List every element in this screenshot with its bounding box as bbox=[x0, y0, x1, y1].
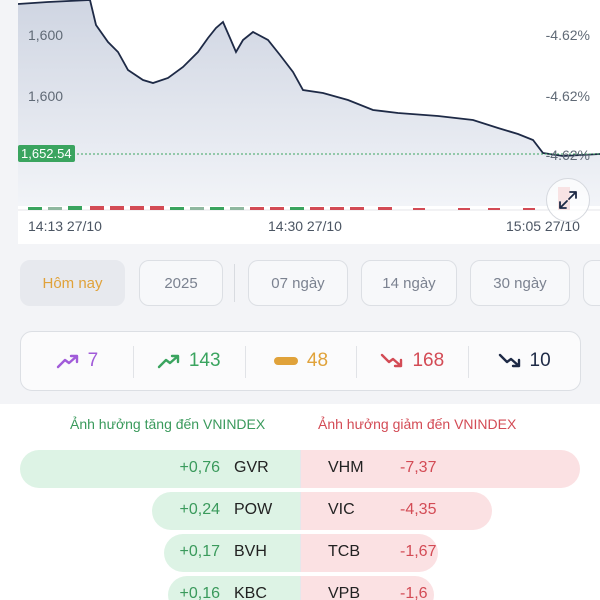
impact-divider bbox=[300, 492, 301, 530]
x-axis-label: 15:05 27/10 bbox=[506, 218, 580, 234]
impact-down-ticker: TCB bbox=[328, 543, 360, 560]
breadth-count: 168 bbox=[412, 350, 445, 371]
expand-arrows-icon bbox=[559, 191, 577, 209]
impact-row[interactable]: +0,76 GVR VHM -7,37 bbox=[20, 450, 582, 488]
impact-up-ticker: GVR bbox=[234, 459, 269, 476]
impact-down-value: -4,35 bbox=[400, 501, 437, 518]
impact-row[interactable]: +0,24 POW VIC -4,35 bbox=[20, 492, 582, 530]
impact-down-bar bbox=[300, 450, 580, 488]
up-arrow-icon bbox=[157, 354, 180, 369]
y-axis-label-right: -4.62% bbox=[545, 27, 590, 43]
impact-up-bar bbox=[20, 450, 300, 488]
breadth-count: 48 bbox=[306, 350, 329, 371]
index-chart[interactable]: 1,600 1,600 -4.62% -4.62% -4.62% 1,652.5… bbox=[18, 0, 600, 244]
unchanged-bar-icon bbox=[273, 357, 298, 365]
impact-up-ticker: KBC bbox=[234, 585, 267, 600]
impact-up-ticker: BVH bbox=[234, 543, 267, 560]
price-line bbox=[18, 0, 600, 157]
breadth-up[interactable]: 143 bbox=[132, 332, 245, 390]
impact-down-ticker: VIC bbox=[328, 501, 355, 518]
breadth-count: 7 bbox=[87, 350, 99, 371]
impact-divider bbox=[300, 534, 301, 572]
impact-row[interactable]: +0,17 BVH TCB -1,67 bbox=[20, 534, 582, 572]
x-axis-label: 14:30 27/10 bbox=[268, 218, 342, 234]
price-area bbox=[18, 0, 600, 206]
tab-more[interactable] bbox=[583, 260, 600, 306]
impact-divider bbox=[300, 576, 301, 600]
breadth-count: 143 bbox=[188, 350, 221, 371]
tab-14-days[interactable]: 14 ngày bbox=[361, 260, 457, 306]
y-axis-label-left: 1,600 bbox=[28, 27, 64, 43]
impact-up-ticker: POW bbox=[234, 501, 273, 518]
impact-down-bar bbox=[300, 492, 492, 530]
impact-down-ticker: VHM bbox=[328, 459, 364, 476]
tab-30-days[interactable]: 30 ngày bbox=[470, 260, 570, 306]
impact-up-value: +0,24 bbox=[179, 501, 220, 518]
price-chart-svg bbox=[18, 0, 600, 211]
impact-down-value: -7,37 bbox=[400, 459, 437, 476]
impact-down-title: Ảnh hưởng giảm đến VNINDEX bbox=[318, 416, 517, 432]
market-breadth-bar: 7 143 48 168 10 bbox=[20, 331, 581, 391]
y-axis-label-right: -4.62% bbox=[545, 147, 590, 163]
x-axis-label: 14:13 27/10 bbox=[28, 218, 102, 234]
y-axis-label-right: -4.62% bbox=[545, 88, 590, 104]
breadth-count: 10 bbox=[529, 350, 551, 371]
impact-down-value: -1,6 bbox=[400, 585, 428, 600]
impact-up-bar bbox=[152, 492, 300, 530]
impact-divider bbox=[300, 450, 301, 488]
impact-down-bar bbox=[300, 576, 434, 600]
impact-down-ticker: VPB bbox=[328, 585, 361, 600]
current-value-tag: 1,652.54 bbox=[18, 145, 75, 162]
impact-up-value: +0,16 bbox=[179, 585, 220, 600]
impact-row[interactable]: +0,16 KBC VPB -1,6 bbox=[20, 576, 582, 600]
impact-up-value: +0,17 bbox=[179, 543, 220, 560]
expand-chart-button[interactable] bbox=[546, 178, 590, 222]
tab-divider bbox=[234, 264, 235, 302]
time-range-tabs: Hôm nay 2025 07 ngày 14 ngày 30 ngày bbox=[0, 260, 600, 308]
impact-up-title: Ảnh hưởng tăng đến VNINDEX bbox=[70, 416, 266, 432]
breadth-unchanged[interactable]: 48 bbox=[244, 332, 357, 390]
vnindex-impact-table: Ảnh hưởng tăng đến VNINDEX Ảnh hưởng giả… bbox=[0, 404, 600, 600]
floor-down-arrow-icon bbox=[498, 353, 520, 368]
breadth-down[interactable]: 168 bbox=[356, 332, 468, 390]
y-axis-label-left: 1,600 bbox=[28, 88, 64, 104]
impact-up-value: +0,76 bbox=[179, 459, 220, 476]
ceiling-up-arrow-icon bbox=[56, 354, 78, 369]
impact-up-bar bbox=[168, 576, 300, 600]
tab-7-days[interactable]: 07 ngày bbox=[248, 260, 348, 306]
down-arrow-icon bbox=[381, 353, 403, 368]
impact-up-bar bbox=[164, 534, 300, 572]
breadth-floor[interactable]: 10 bbox=[468, 332, 580, 390]
tab-2025[interactable]: 2025 bbox=[139, 260, 223, 306]
tab-today[interactable]: Hôm nay bbox=[20, 260, 125, 306]
impact-down-bar bbox=[300, 534, 438, 572]
impact-down-value: -1,67 bbox=[400, 543, 437, 560]
breadth-ceiling[interactable]: 7 bbox=[21, 332, 133, 390]
